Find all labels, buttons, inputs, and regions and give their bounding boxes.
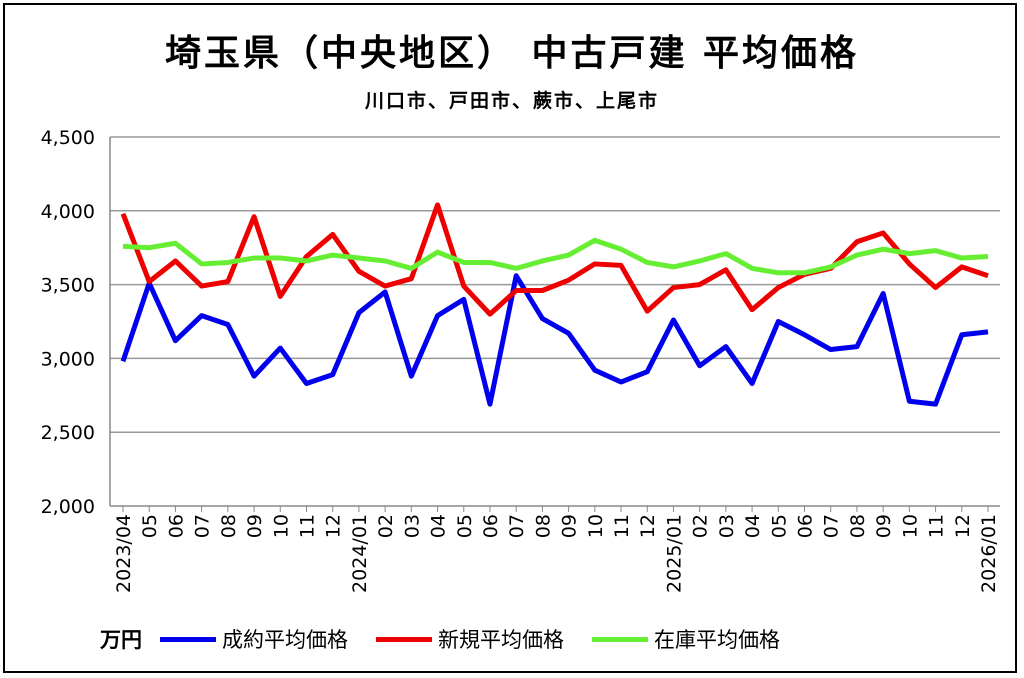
x-tick-label: 05 <box>768 514 790 538</box>
y-tick-label: 2,500 <box>41 422 95 444</box>
legend-swatch <box>160 636 216 642</box>
unit-label: 万円 <box>100 628 142 652</box>
x-tick-label: 09 <box>873 514 895 538</box>
legend-swatch <box>592 636 648 642</box>
x-tick-label: 02 <box>690 514 712 538</box>
x-tick-label: 09 <box>559 514 581 538</box>
x-tick-label: 08 <box>847 514 869 538</box>
x-tick-label: 05 <box>139 514 161 538</box>
x-tick-label: 02 <box>375 514 397 538</box>
chart-subtitle: 川口市、戸田市、蕨市、上尾市 <box>364 90 659 112</box>
y-tick-label: 4,500 <box>41 127 95 149</box>
legend-item-contract: 成約平均価格 <box>160 624 348 654</box>
x-tick-label: 10 <box>270 514 292 538</box>
x-tick-label: 09 <box>244 514 266 538</box>
legend-label: 成約平均価格 <box>222 628 348 652</box>
x-tick-label: 07 <box>821 514 843 538</box>
x-tick-label: 10 <box>585 514 607 538</box>
legend-item-stock: 在庫平均価格 <box>592 624 780 654</box>
x-tick-label: 11 <box>296 514 318 538</box>
x-tick-label: 08 <box>532 514 554 538</box>
x-tick-label: 2023/04 <box>113 514 135 593</box>
y-tick-label: 2,000 <box>41 496 95 518</box>
x-tick-label: 03 <box>401 514 423 538</box>
chart-frame <box>3 3 1017 673</box>
x-tick-label: 12 <box>952 514 974 538</box>
legend-label: 新規平均価格 <box>438 628 564 652</box>
x-tick-label: 2026/01 <box>978 514 1000 593</box>
y-tick-label: 4,000 <box>41 201 95 223</box>
x-tick-label: 12 <box>323 514 345 538</box>
x-tick-label: 2025/01 <box>663 514 685 593</box>
x-tick-label: 06 <box>480 514 502 538</box>
legend-label: 在庫平均価格 <box>654 628 780 652</box>
chart-title: 埼玉県（中央地区） 中古戸建 平均価格 <box>164 33 860 74</box>
x-tick-label: 05 <box>454 514 476 538</box>
x-tick-label: 11 <box>611 514 633 538</box>
x-tick-label: 06 <box>795 514 817 538</box>
x-tick-label: 03 <box>716 514 738 538</box>
x-tick-label: 2024/01 <box>349 514 371 593</box>
series-line <box>122 237 989 276</box>
x-tick-label: 08 <box>218 514 240 538</box>
x-tick-label: 06 <box>165 514 187 538</box>
y-tick-label: 3,000 <box>41 348 95 370</box>
x-tick-label: 10 <box>899 514 921 538</box>
legend-item-new: 新規平均価格 <box>376 624 564 654</box>
x-tick-label: 11 <box>926 514 948 538</box>
legend-swatch <box>376 636 432 642</box>
y-tick-label: 3,500 <box>41 275 95 297</box>
x-tick-label: 07 <box>506 514 528 538</box>
x-tick-label: 04 <box>428 514 450 538</box>
x-tick-label: 12 <box>637 514 659 538</box>
legend: 万円 成約平均価格 新規平均価格 在庫平均価格 <box>100 624 808 654</box>
series-line <box>120 273 989 407</box>
x-tick-label: 07 <box>192 514 214 538</box>
x-tick-label: 04 <box>742 514 764 538</box>
